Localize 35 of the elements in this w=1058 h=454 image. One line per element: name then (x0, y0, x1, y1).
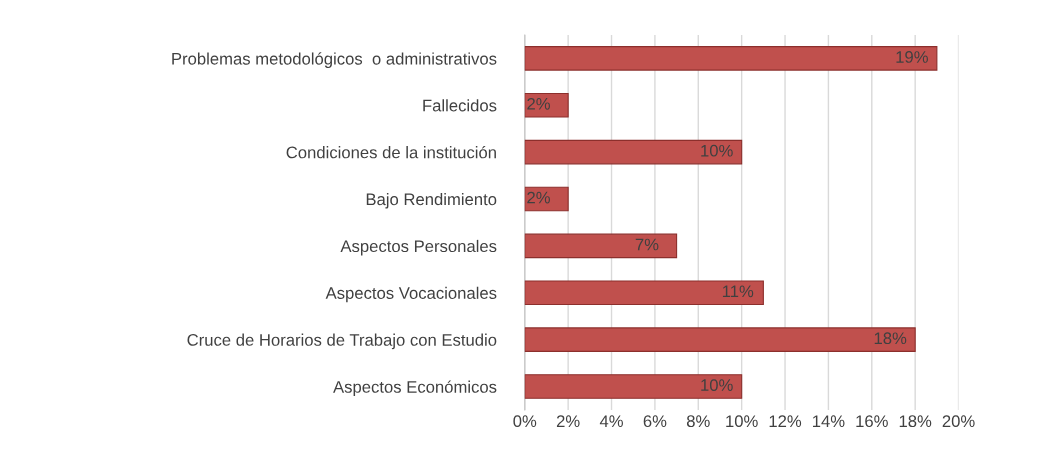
y-tick-label: Problemas metodológicos o administrativos (172, 52, 497, 68)
y-tick-label: Condiciones de la institución (286, 145, 496, 159)
x-tick-label: 12% (769, 415, 802, 427)
x-tick-label: 8% (686, 415, 710, 428)
x-tick-label: 16% (856, 415, 888, 428)
x-tick-label: 14% (813, 415, 845, 427)
bar (524, 374, 743, 399)
data-label: 10% (701, 379, 733, 391)
y-tick-label: Aspectos Personales (340, 239, 497, 256)
y-tick-label: Aspectos Vocacionales (325, 286, 497, 303)
x-tick-label: 20% (942, 415, 975, 428)
data-label: 11% (722, 285, 754, 298)
x-tick-label: 0% (513, 415, 537, 428)
y-tick-label: Bajo Rendimiento (366, 192, 497, 209)
x-tick-label: 4% (599, 415, 623, 427)
y-tick-label: Aspectos Económicos (333, 380, 497, 397)
data-label: 10% (701, 144, 733, 157)
bar (524, 139, 743, 165)
data-label: 18% (874, 332, 907, 345)
x-tick-label: 10% (726, 415, 758, 428)
bar (524, 327, 916, 352)
data-label: 2% (527, 191, 550, 204)
y-tick-label: Fallecidos (423, 99, 497, 112)
bar (524, 186, 569, 212)
bar (524, 233, 678, 259)
y-tick-label: Cruce de Horarios de Trabajo con Estudio (187, 333, 497, 350)
bar (524, 92, 569, 118)
x-tick-label: 2% (556, 415, 580, 427)
bar (524, 280, 764, 306)
x-tick-label: 6% (643, 415, 667, 428)
bar (524, 46, 938, 71)
data-label: 2% (527, 97, 550, 110)
data-label: 19% (896, 51, 928, 63)
data-label: 7% (635, 238, 659, 251)
x-tick-label: 18% (899, 415, 932, 428)
